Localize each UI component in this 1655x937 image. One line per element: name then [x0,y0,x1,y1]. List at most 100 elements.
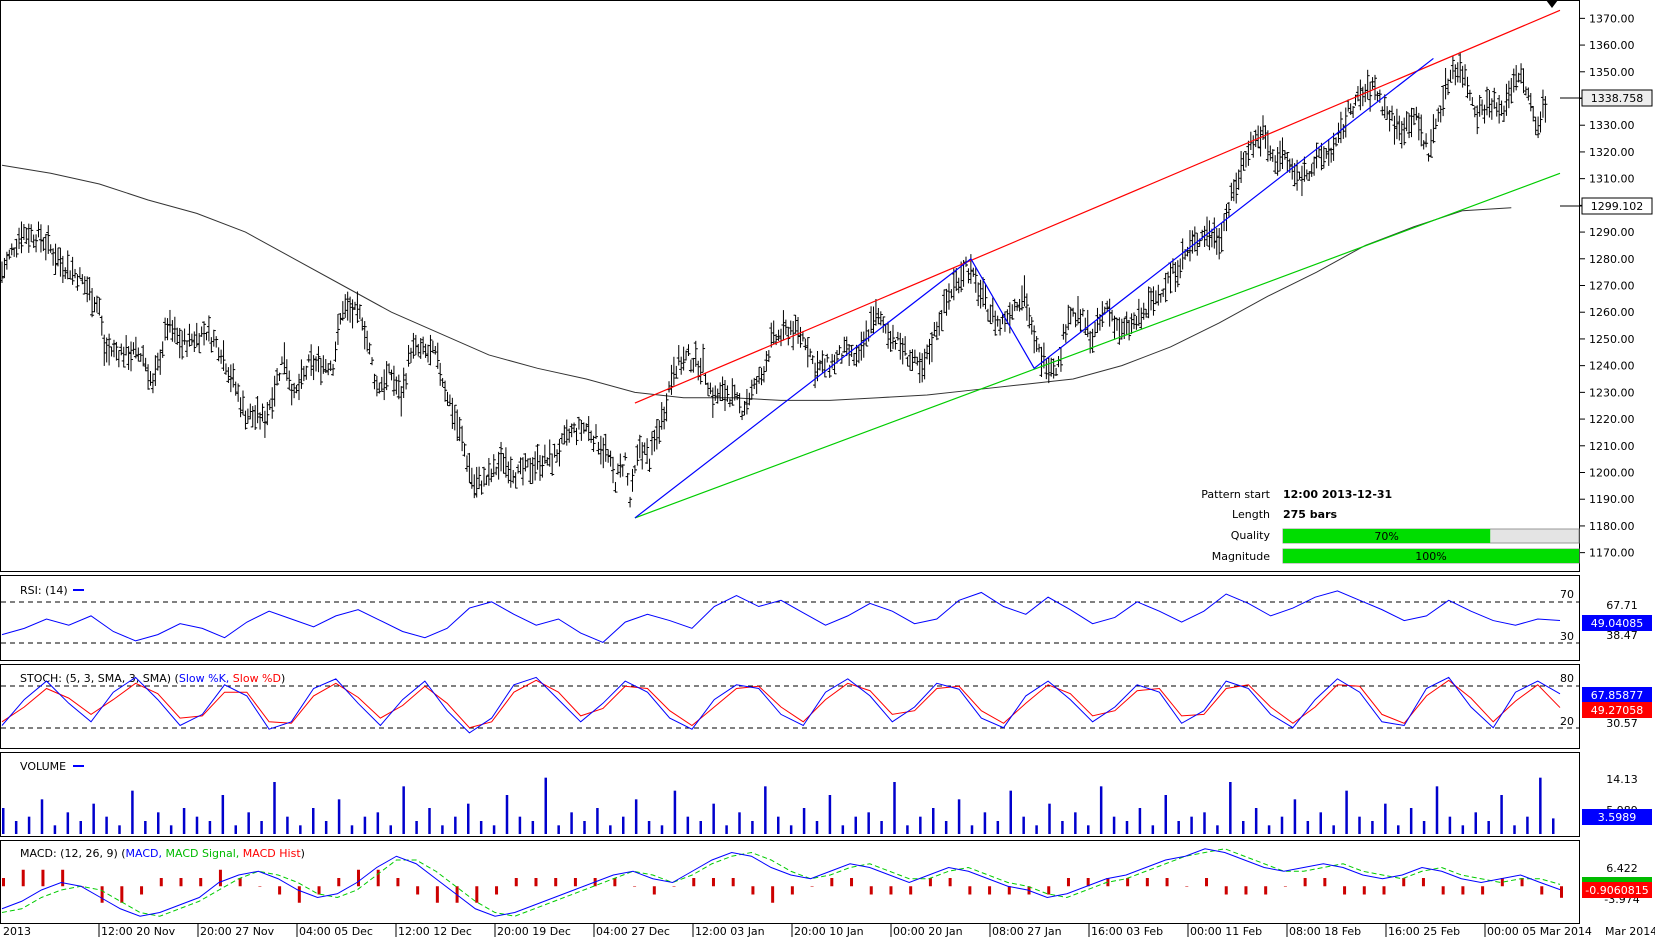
volume-bar [867,812,870,834]
macd-hist-bar [1303,878,1307,887]
volume-bar [1254,808,1258,834]
time-axis: 2013 12:00 20 Nov 20:00 27 Nov 04:00 05 Dec… [3,924,1655,937]
time-axis-label: 00:00 05 Mar 2014 [1487,925,1592,937]
macd-lines [1,848,1563,917]
volume-bar [363,816,367,834]
volume-bar [557,825,560,834]
volume-bar [105,816,108,834]
macd-hist-bar [928,878,932,887]
volume-bar [312,808,315,834]
macd-hist-bar [356,869,360,887]
volume-bar [441,825,444,834]
volume-bar [712,803,715,834]
volume-bar [66,812,70,834]
stoch-lines [1,676,1561,734]
volume-bar [1267,825,1271,834]
scroll-marker-icon[interactable] [1546,0,1558,8]
pattern-quality-label: Quality [1231,529,1271,542]
volume-bar [1422,821,1426,834]
volume-bar [1125,821,1129,834]
volume-bar [337,799,341,834]
magnitude-percent: 100% [1415,550,1446,563]
volume-bar [260,821,263,834]
macd-hist-bar [140,886,144,895]
resistance-trendline [634,9,1561,404]
volume-bar [1048,803,1051,834]
macd-hist-bar [317,886,321,895]
macd-hist-bar [731,878,735,887]
volume-bar [1319,812,1322,834]
macd-hist-bar [475,886,479,903]
volume-bar [1384,803,1387,834]
volume-bar [1448,816,1452,834]
volume-bar [919,816,922,834]
stoch-level-80-label: 80 [1560,672,1574,685]
macd-hist-bar [396,878,400,887]
volume-bar [1397,825,1400,834]
volume-bar [1242,821,1245,834]
volume-bar [467,803,470,834]
volume-bar [2,808,5,834]
volume-bar [686,816,690,834]
price-y-tick-label: 1230.00 [1589,386,1635,399]
macd-hist-bar [100,886,104,903]
volume-bar [1112,816,1116,834]
volume-bar [854,816,857,834]
volume-axis-top: 14.13 [1606,773,1638,786]
price-y-tick-label: 1220.00 [1589,413,1635,426]
macd-hist-bar [435,886,439,903]
zigzag-line [634,57,1434,519]
volume-panel-frame [0,752,1580,837]
volume-bar [880,821,883,834]
macd-hist-bar [633,886,637,887]
volume-bar [764,786,767,834]
macd-hist-bar [238,878,242,887]
volume-bar [92,803,95,834]
volume-bar [144,821,147,834]
volume-bar [1539,777,1542,834]
stoch-k-badge-value: 67.85877 [1591,689,1644,702]
stoch-k-label: Slow %K, [179,672,229,685]
last-price-value: 1338.758 [1591,92,1644,105]
rsi-level-30-label: 30 [1560,630,1574,643]
macd-hist-bar [988,886,992,895]
rsi-badge-value: 49.04085 [1591,617,1644,630]
volume-bar [40,799,44,834]
time-axis-label: 16:00 03 Feb [1091,925,1163,937]
volume-bar [1345,790,1348,834]
macd-panel: MACD: (12, 26, 9) (MACD, MACD Signal, MA… [0,840,1652,924]
volume-bar [583,821,586,834]
volume-bar [751,821,754,834]
stoch-level-20-label: 20 [1560,715,1574,728]
volume-bar [1190,816,1193,834]
macd-hist-bar [218,869,222,887]
volume-bar [1216,825,1219,834]
macd-hist-bar [495,886,499,895]
macd-title: MACD: (12, 26, 9) (MACD, MACD Signal, MA… [20,847,305,860]
volume-bar [1332,825,1335,834]
volume-badge-value: 3.5989 [1598,811,1637,824]
pattern-magnitude-label: Magnitude [1212,550,1271,563]
price-y-tick-label: 1190.00 [1589,493,1635,506]
volume-bar [1099,786,1103,834]
volume-bar [893,782,896,834]
volume-bar [1203,812,1206,834]
rsi-panel: RSI: (14) 70 30 67.71 38.47 49.04085 [0,575,1652,661]
volume-bar [221,795,225,834]
macd-hist-bar [1047,886,1051,895]
volume-bar [596,808,599,834]
rsi-line [1,590,1561,643]
volume-bar [1164,795,1167,834]
macd-hist-bar [159,878,163,887]
rsi-axis-bottom: 38.47 [1606,629,1638,642]
volume-badge [1582,809,1652,825]
pattern-start-label: Pattern start [1201,488,1270,501]
volume-bar [350,825,354,834]
volume-bar [1409,808,1413,834]
volume-bar [725,825,728,834]
macd-hist-bar [1343,886,1347,895]
volume-bar [1306,821,1310,834]
volume-bar [324,821,328,834]
magnitude-bar-fill [1283,549,1579,563]
volume-bar [983,812,987,834]
